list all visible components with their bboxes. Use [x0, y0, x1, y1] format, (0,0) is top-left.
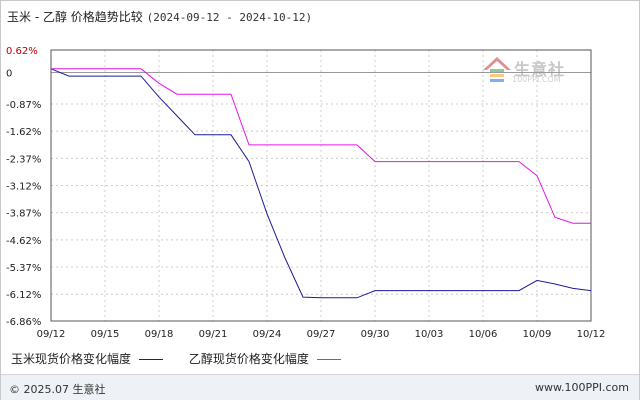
y-tick-label: -3.87%	[6, 209, 41, 220]
watermark: 生意社 100PPI.COM	[482, 56, 564, 86]
footer-bar: © 2025.07 生意社 www.100PPI.com	[1, 374, 639, 400]
legend-swatch-ethanol	[316, 359, 341, 360]
x-tick-label: 10/03	[415, 329, 444, 340]
x-tick-label: 10/12	[577, 329, 606, 340]
footer-site-link[interactable]: www.100PPI.com	[535, 381, 629, 394]
series-line-ethanol	[51, 68, 591, 224]
x-tick-label: 09/21	[199, 329, 228, 340]
legend-label-corn: 玉米现货价格变化幅度	[11, 352, 132, 366]
footer-copyright: © 2025.07 生意社	[9, 383, 106, 396]
x-tick-label: 09/12	[37, 329, 66, 340]
x-tick-label: 09/30	[361, 329, 390, 340]
x-tick-label: 10/09	[523, 329, 552, 340]
chart-title-text: 玉米 - 乙醇 价格趋势比较	[7, 10, 143, 24]
y-tick-label: -0.87%	[6, 100, 41, 111]
watermark-name: 生意社	[514, 60, 566, 79]
y-tick-label: -5.37%	[6, 263, 41, 274]
legend-label-ethanol: 乙醇现货价格变化幅度	[188, 352, 309, 366]
y-tick-label: -4.62%	[6, 236, 41, 247]
legend-swatch-corn	[139, 359, 164, 360]
x-tick-label: 09/27	[307, 329, 336, 340]
chart-title: 玉米 - 乙醇 价格趋势比较 (2024-09-12 - 2024-10-12)	[7, 8, 312, 25]
y-tick-label: 0.62%	[6, 46, 38, 57]
watermark-logo-icon	[483, 57, 511, 82]
series-line-corn	[50, 68, 592, 299]
y-tick-label: 0	[6, 68, 12, 79]
x-tick-label: 10/06	[469, 329, 498, 340]
y-tick-label: -3.12%	[6, 182, 41, 193]
y-tick-label: -6.12%	[6, 290, 41, 301]
x-tick-label: 09/24	[253, 329, 282, 340]
y-tick-label: -2.37%	[6, 154, 41, 165]
legend-item-ethanol: 乙醇现货价格变化幅度	[189, 350, 341, 367]
watermark-url: 100PPI.COM	[512, 75, 561, 84]
x-tick-label: 09/15	[91, 329, 120, 340]
y-tick-label: -1.62%	[6, 127, 41, 138]
legend: 玉米现货价格变化幅度 乙醇现货价格变化幅度	[11, 350, 363, 367]
chart-date-range: (2024-09-12 - 2024-10-12)	[146, 11, 313, 24]
x-tick-label: 09/18	[145, 329, 174, 340]
legend-item-corn: 玉米现货价格变化幅度	[11, 350, 164, 367]
line-chart: 0.62% 0 -0.87% -1.62% -2.37% -3.12% -3.87% -4.6…	[6, 46, 606, 340]
y-tick-label: -6.86%	[6, 317, 41, 328]
plot-border	[50, 49, 592, 322]
